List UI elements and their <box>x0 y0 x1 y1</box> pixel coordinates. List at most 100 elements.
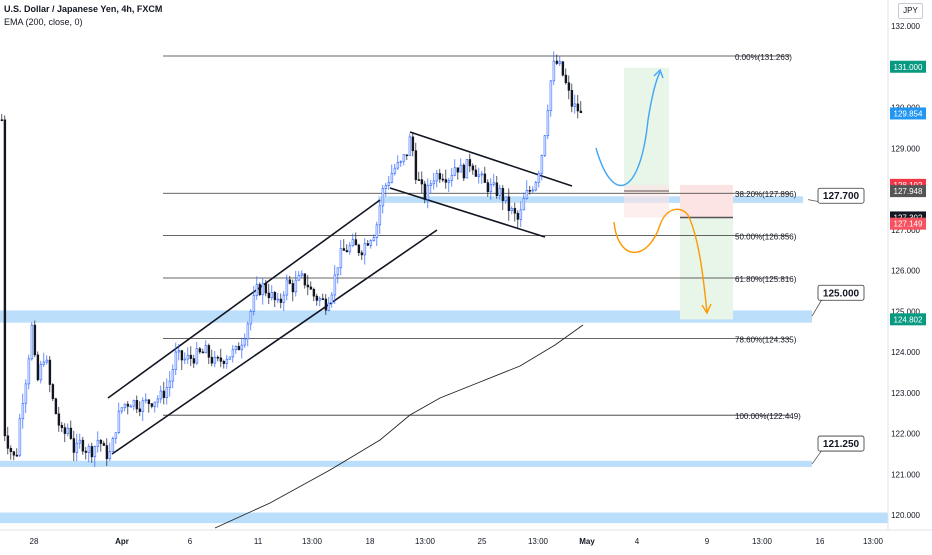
candle-body <box>9 448 13 452</box>
candle-body <box>207 345 211 358</box>
candle-body <box>498 188 502 196</box>
fib-level-label: 61.80%(125.816) <box>735 275 797 284</box>
candle-body <box>465 159 469 179</box>
candle-body <box>255 284 259 296</box>
candle-body <box>300 273 304 276</box>
candle-body <box>51 384 55 400</box>
candle-body <box>225 358 229 364</box>
fib-level-label: 50.00%(126.856) <box>735 233 797 242</box>
indicator-legend[interactable]: EMA (200, close, 0) <box>4 17 83 27</box>
candle-body <box>30 324 34 360</box>
fib-level-label: 78.60%(124.335) <box>735 335 797 344</box>
candle-body <box>81 439 85 452</box>
zone-band <box>0 310 812 323</box>
candle-body <box>336 267 340 276</box>
x-tick-label: 25 <box>478 537 487 546</box>
candle-body <box>243 338 247 346</box>
candle-body <box>162 390 166 398</box>
candle-body <box>204 345 208 354</box>
channels-layer <box>107 131 573 455</box>
candle-body <box>552 60 556 82</box>
x-tick-label: May <box>579 537 595 546</box>
currency-button[interactable]: JPY <box>898 3 923 19</box>
candle-body <box>87 446 91 453</box>
candle-body <box>177 350 181 353</box>
candle-body <box>312 288 316 297</box>
candle-body <box>468 159 472 167</box>
candle-body <box>222 361 226 364</box>
candle-body <box>111 437 115 452</box>
zone-band <box>0 460 812 467</box>
y-tick-label: 126.000 <box>891 267 920 276</box>
candle-body <box>528 190 532 192</box>
x-tick-label: 9 <box>705 537 710 546</box>
candle-body <box>426 185 430 200</box>
candle-body <box>429 183 433 186</box>
candle-body <box>366 243 370 246</box>
candle-body <box>228 356 232 360</box>
bearish-projection-arrow <box>613 208 708 313</box>
candle-body <box>15 454 19 457</box>
candle-body <box>522 198 526 211</box>
candle-body <box>420 179 424 185</box>
candle-body <box>90 446 94 458</box>
candle-body <box>0 119 4 122</box>
candle-body <box>489 183 493 193</box>
candle-body <box>84 450 88 453</box>
zone-callout-label: 121.250 <box>823 439 860 450</box>
candle-body <box>576 103 580 112</box>
x-tick-label: 13:00 <box>302 537 323 546</box>
candle-body <box>306 284 310 288</box>
zone-callout-box <box>817 435 865 452</box>
callouts-layer: 127.700 125.000 121.250 <box>807 187 865 465</box>
candle-body <box>180 350 184 361</box>
x-tick-label: 13:00 <box>415 537 436 546</box>
candle-body <box>363 243 367 256</box>
candle-body <box>45 359 49 363</box>
candle-body <box>357 244 361 254</box>
y-tick-label: 132.000 <box>891 22 920 31</box>
zone-callout-label: 125.000 <box>823 288 860 299</box>
candle-body <box>495 182 499 196</box>
candle-body <box>378 205 382 226</box>
candle-body <box>246 323 250 340</box>
chart-title: U.S. Dollar / Japanese Yen, 4h, FXCM <box>4 4 163 14</box>
price-label-text: 127.948 <box>894 187 923 196</box>
candle-body <box>117 410 121 433</box>
candle-body <box>66 427 70 434</box>
fibonacci-layer: 0.00%(131.263) 38.20%(127.896) 50.00%(126.… <box>163 53 801 421</box>
callout-pointer <box>811 299 823 317</box>
zone-band <box>0 512 888 524</box>
candle-body <box>285 279 289 296</box>
candle-body <box>573 103 577 107</box>
candle-body <box>381 188 385 207</box>
candle-body <box>12 451 16 456</box>
candle-body <box>309 286 313 290</box>
candle-body <box>93 446 97 458</box>
y-tick-label: 122.000 <box>891 430 920 439</box>
candle-body <box>96 439 100 447</box>
price-label-box <box>890 185 926 198</box>
candle-body <box>432 180 436 185</box>
candle-body <box>324 298 328 311</box>
candle-body <box>237 345 241 351</box>
candle-body <box>537 173 541 183</box>
candle-body <box>231 349 235 358</box>
bearish-arrowhead <box>701 303 712 315</box>
candle-body <box>234 345 238 351</box>
candle-body <box>99 439 103 444</box>
candle-body <box>240 344 244 351</box>
candle-body <box>291 283 295 293</box>
candle-body <box>327 302 331 311</box>
arrows-layer <box>595 68 712 315</box>
candle-body <box>390 172 394 183</box>
callout-pointer <box>811 449 823 465</box>
candle-body <box>399 160 403 163</box>
candle-body <box>147 399 151 405</box>
candle-body <box>135 400 139 410</box>
candle-body <box>567 82 571 91</box>
fib-level-label: 38.20%(127.896) <box>735 190 797 199</box>
candle-body <box>144 399 148 402</box>
